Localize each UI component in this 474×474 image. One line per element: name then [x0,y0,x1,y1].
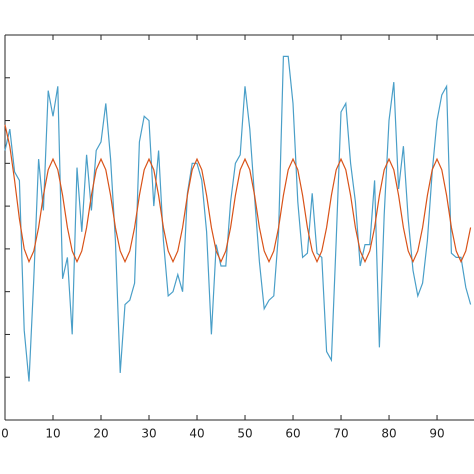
x-tick-label: 10 [45,427,60,441]
x-tick-label: 0 [1,427,9,441]
line-series [4,124,472,264]
x-tick-label: 90 [429,427,444,441]
line-series [4,55,472,382]
x-tick-label: 80 [381,427,396,441]
x-tick-label: 40 [189,427,204,441]
x-tick-label: 30 [141,427,156,441]
x-tick-label: 60 [285,427,300,441]
x-tick-label: 70 [333,427,348,441]
x-tick-label: 20 [93,427,108,441]
x-tick-label: 50 [237,427,252,441]
